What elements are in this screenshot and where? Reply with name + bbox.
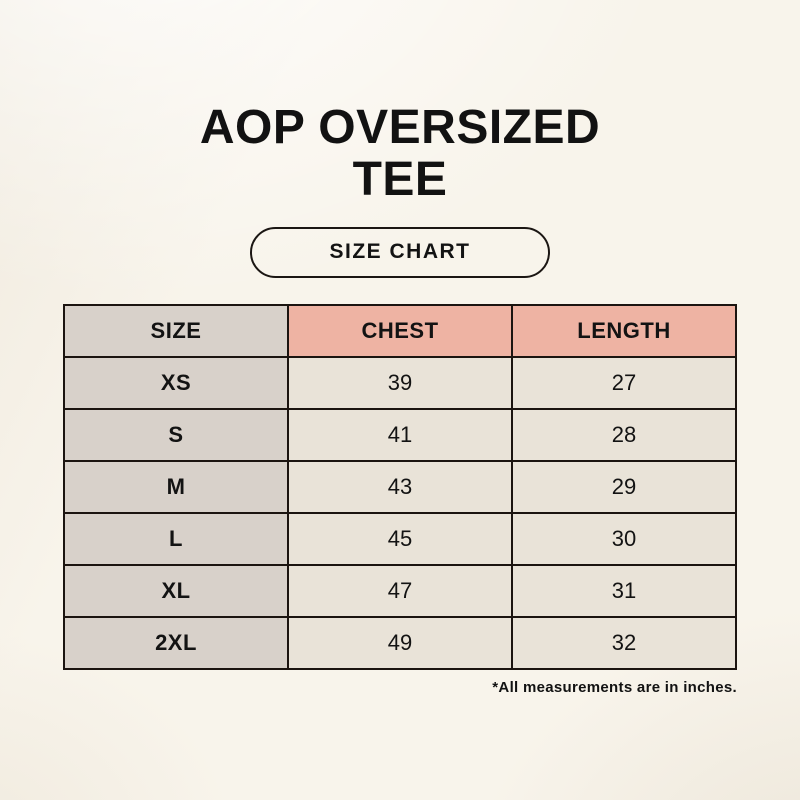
size-chart-badge-label: SIZE CHART xyxy=(329,240,471,264)
size-chart-badge: SIZE CHART xyxy=(250,226,550,278)
chest-value: 43 xyxy=(287,459,513,514)
table-row: XL 47 31 xyxy=(63,563,737,618)
size-label: XL xyxy=(63,563,289,618)
length-value: 32 xyxy=(511,615,737,670)
page-title-line1: AOP OVERSIZED xyxy=(199,101,601,154)
length-value: 27 xyxy=(511,355,737,410)
chest-value: 49 xyxy=(287,615,513,670)
table-row: XS 39 27 xyxy=(63,355,737,410)
chest-value: 47 xyxy=(287,563,513,618)
table-row: M 43 29 xyxy=(63,459,737,514)
table-row: L 45 30 xyxy=(63,511,737,566)
size-label: M xyxy=(63,459,289,514)
size-label: L xyxy=(63,511,289,566)
size-label: S xyxy=(63,407,289,462)
chest-value: 45 xyxy=(287,511,513,566)
size-label: XS xyxy=(63,355,289,410)
page-title: AOP OVERSIZED TEE xyxy=(0,0,800,206)
column-header-length: LENGTH xyxy=(511,303,737,358)
page-title-line2: TEE xyxy=(352,152,448,206)
size-label: 2XL xyxy=(63,615,289,670)
length-value: 30 xyxy=(511,511,737,566)
chest-value: 41 xyxy=(287,407,513,462)
column-header-size: SIZE xyxy=(63,303,289,358)
length-value: 28 xyxy=(511,407,737,462)
chest-value: 39 xyxy=(287,355,513,410)
length-value: 29 xyxy=(511,459,737,514)
size-table: SIZE CHEST LENGTH XS 39 27 S 41 28 M xyxy=(63,303,737,670)
length-value: 31 xyxy=(511,563,737,618)
size-table-container: SIZE CHEST LENGTH XS 39 27 S 41 28 M xyxy=(63,303,737,670)
table-row: 2XL 49 32 xyxy=(63,615,737,670)
size-table-header-row: SIZE CHEST LENGTH xyxy=(63,303,737,358)
measurements-footnote: *All measurements are in inches. xyxy=(492,678,737,696)
table-row: S 41 28 xyxy=(63,407,737,462)
column-header-chest: CHEST xyxy=(287,303,513,358)
